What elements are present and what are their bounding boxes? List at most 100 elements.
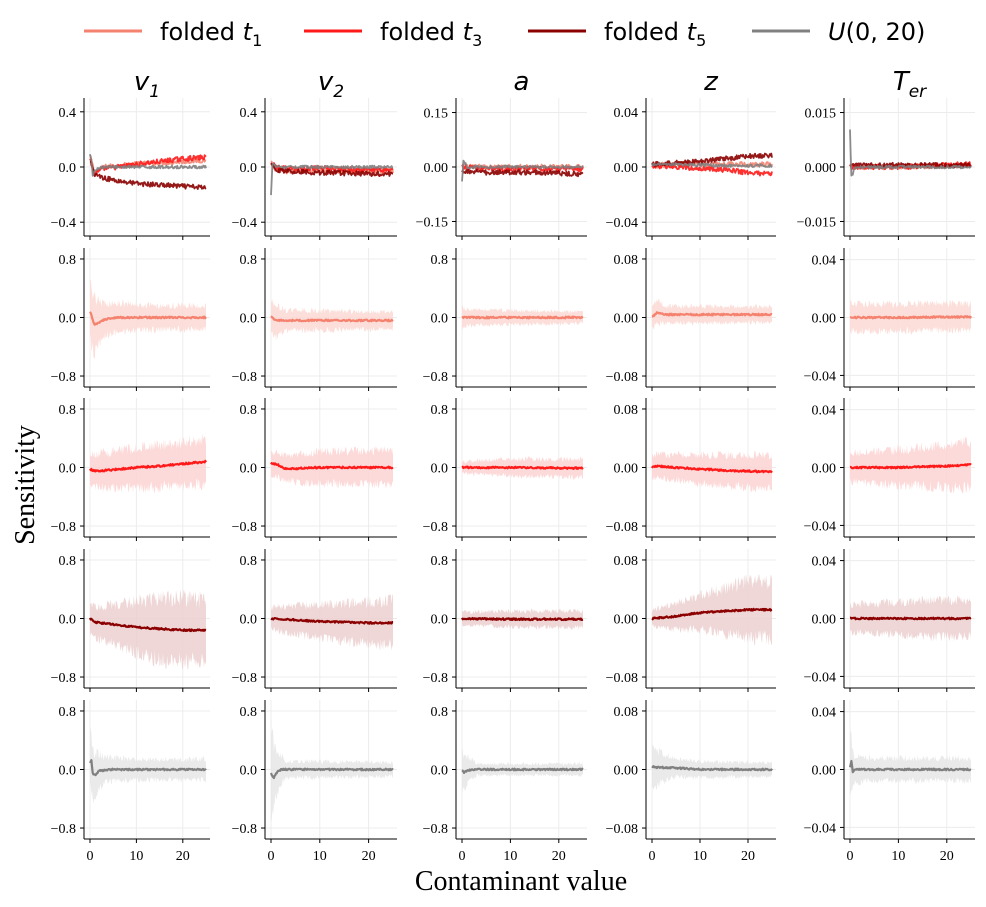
legend-item-folded_t3: folded t3 bbox=[304, 18, 482, 50]
panel-r3-c1: 0.8 0.0 −0.8 bbox=[51, 398, 210, 541]
x-tick-label: 0 bbox=[268, 849, 275, 864]
panel-r5-c2: 0.8 0.0 −0.8 0 10 20 bbox=[232, 700, 397, 864]
y-tick-label: 0.8 bbox=[59, 554, 77, 569]
y-tick-label: 0.0 bbox=[59, 462, 77, 477]
y-tick-label: 0.00 bbox=[812, 613, 837, 628]
x-tick-label: 0 bbox=[847, 849, 854, 864]
panel-r3-c2: 0.8 0.0 −0.8 bbox=[232, 398, 397, 541]
y-tick-label: 0.00 bbox=[812, 312, 837, 327]
y-tick-label: 0.8 bbox=[431, 554, 449, 569]
y-tick-label: −0.4 bbox=[51, 216, 76, 231]
variability-band bbox=[652, 574, 772, 646]
y-tick-label: −0.04 bbox=[804, 821, 836, 836]
panel-r1-c2: 0.4 0.0 −0.4 bbox=[232, 98, 397, 240]
y-tick-label: 0.8 bbox=[240, 403, 258, 418]
y-tick-label: 0.0 bbox=[240, 462, 258, 477]
column-titles: v1 v2 a z Ter bbox=[134, 67, 927, 102]
column-title-a: a bbox=[514, 67, 530, 97]
panel-r2-c2: 0.8 0.0 −0.8 bbox=[232, 248, 397, 391]
y-tick-label: −0.015 bbox=[797, 215, 836, 230]
mean-line bbox=[461, 616, 584, 622]
y-tick-label: 0.8 bbox=[240, 705, 258, 720]
x-tick-label: 20 bbox=[362, 849, 376, 864]
panel-r3-c3: 0.8 0.0 −0.8 bbox=[423, 398, 587, 541]
x-tick-label: 20 bbox=[552, 849, 566, 864]
x-tick-label: 20 bbox=[741, 849, 755, 864]
y-tick-label: −0.08 bbox=[606, 822, 638, 837]
legend-label: folded t5 bbox=[604, 18, 706, 50]
panel-r1-c1: 0.4 0.0 −0.4 bbox=[51, 98, 210, 240]
panel-r5-c1: 0.8 0.0 −0.8 0 10 20 bbox=[51, 700, 210, 864]
panel-r2-c3: 0.8 0.0 −0.8 bbox=[423, 248, 587, 391]
variability-band bbox=[652, 741, 772, 790]
mean-line bbox=[270, 617, 394, 625]
legend-label: folded t3 bbox=[380, 18, 482, 50]
x-tick-label: 10 bbox=[891, 849, 905, 864]
legend-label: folded t1 bbox=[160, 18, 262, 50]
x-tick-label: 0 bbox=[649, 849, 656, 864]
y-tick-label: 0.04 bbox=[812, 555, 837, 570]
y-tick-label: 0.8 bbox=[431, 403, 449, 418]
y-tick-label: −0.8 bbox=[51, 370, 76, 385]
x-tick-label: 10 bbox=[693, 849, 707, 864]
y-tick-label: −0.8 bbox=[232, 370, 257, 385]
y-tick-label: 0.8 bbox=[59, 253, 77, 268]
y-tick-label: 0.08 bbox=[614, 403, 639, 418]
y-tick-label: −0.8 bbox=[232, 671, 257, 686]
x-tick-label: 10 bbox=[129, 849, 143, 864]
panel-r2-c1: 0.8 0.0 −0.8 bbox=[51, 248, 210, 391]
y-tick-label: 0.000 bbox=[805, 161, 837, 176]
legend-item-folded_t5: folded t5 bbox=[528, 18, 706, 50]
y-tick-label: 0.0 bbox=[431, 764, 449, 779]
y-tick-label: 0.0 bbox=[240, 764, 258, 779]
y-tick-label: −0.08 bbox=[606, 520, 638, 535]
column-title-v1: v1 bbox=[134, 67, 160, 102]
y-tick-label: 0.8 bbox=[431, 705, 449, 720]
panel-r5-c4: 0.08 0.00 −0.08 0 10 20 bbox=[606, 700, 776, 864]
y-tick-label: 0.0 bbox=[240, 312, 258, 327]
y-tick-label: 0.15 bbox=[424, 107, 449, 122]
x-tick-label: 10 bbox=[313, 849, 327, 864]
y-tick-label: 0.0 bbox=[59, 764, 77, 779]
x-tick-label: 20 bbox=[940, 849, 954, 864]
y-tick-label: −0.4 bbox=[232, 216, 257, 231]
panel-r4-c5: 0.04 0.00 −0.04 bbox=[804, 549, 975, 692]
y-tick-label: 0.00 bbox=[614, 613, 639, 628]
y-tick-label: 0.0 bbox=[59, 161, 77, 176]
y-tick-label: −0.8 bbox=[51, 671, 76, 686]
y-tick-label: 0.04 bbox=[812, 706, 837, 721]
mean-line bbox=[849, 315, 972, 320]
y-tick-label: 0.0 bbox=[240, 161, 258, 176]
y-tick-label: −0.04 bbox=[606, 216, 638, 231]
series-line-u-0-20- bbox=[651, 162, 773, 168]
legend: folded t1 folded t3 folded t5 U(0, 20) bbox=[84, 18, 925, 50]
y-tick-label: 0.4 bbox=[59, 106, 77, 121]
series-line-folded-t5 bbox=[89, 160, 207, 190]
y-tick-label: −0.8 bbox=[423, 671, 448, 686]
mean-line bbox=[651, 765, 773, 772]
y-tick-label: 0.00 bbox=[614, 161, 639, 176]
mean-line bbox=[270, 315, 394, 323]
column-title-v2: v2 bbox=[318, 67, 344, 102]
y-tick-label: −0.04 bbox=[804, 369, 836, 384]
y-tick-label: −0.8 bbox=[423, 822, 448, 837]
x-tick-label: 0 bbox=[87, 849, 94, 864]
y-tick-label: 0.015 bbox=[805, 107, 837, 122]
y-tick-label: 0.08 bbox=[614, 253, 639, 268]
variability-band bbox=[850, 730, 971, 795]
mean-line bbox=[849, 616, 972, 621]
y-tick-label: 0.04 bbox=[812, 254, 837, 269]
x-tick-label: 20 bbox=[176, 849, 190, 864]
y-tick-label: −0.8 bbox=[232, 520, 257, 535]
y-tick-label: 0.8 bbox=[240, 554, 258, 569]
panel-grid: 0.40.0−0.40.40.0−0.40.150.00−0.150.040.0… bbox=[51, 98, 975, 864]
y-axis-label: Sensitivity bbox=[10, 425, 41, 545]
variability-band bbox=[90, 590, 206, 670]
variability-band bbox=[652, 450, 772, 493]
panel-r4-c4: 0.08 0.00 −0.08 bbox=[606, 549, 776, 692]
y-tick-label: 0.8 bbox=[59, 705, 77, 720]
mean-line bbox=[89, 311, 207, 326]
mean-line bbox=[651, 464, 773, 474]
mean-line bbox=[89, 459, 207, 473]
panel-r2-c4: 0.08 0.00 −0.08 bbox=[606, 248, 776, 391]
